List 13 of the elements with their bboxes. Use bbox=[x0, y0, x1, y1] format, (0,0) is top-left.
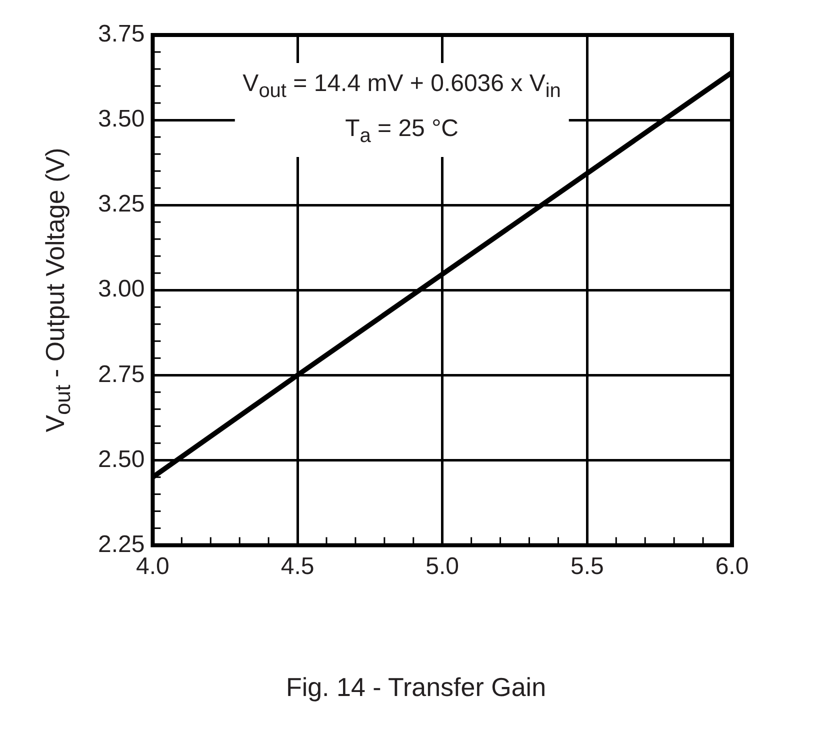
annotation: V$_{out}$ = 14.4 mV + 0.6036 x V$_{in}$ bbox=[242, 70, 561, 102]
y-tick-label: 3.25 bbox=[98, 190, 145, 218]
y-tick-label: 3.50 bbox=[98, 106, 145, 133]
text: Fig. 14 - Transfer Gain bbox=[284, 672, 548, 703]
x-tick-label: 5.0 bbox=[426, 553, 460, 580]
y-tick-label: 3.75 bbox=[98, 20, 145, 48]
x-tick-label: 4.5 bbox=[280, 553, 314, 580]
y-tick-label: 2.75 bbox=[98, 360, 145, 388]
x-tick-label: 5.5 bbox=[570, 553, 604, 580]
x-tick-label: 6.0 bbox=[715, 553, 749, 580]
y-tick-label: 2.50 bbox=[98, 446, 145, 473]
y-tick-label: 3.00 bbox=[98, 276, 145, 303]
annotation: T$_{a}$ = 25 °C bbox=[345, 114, 459, 147]
